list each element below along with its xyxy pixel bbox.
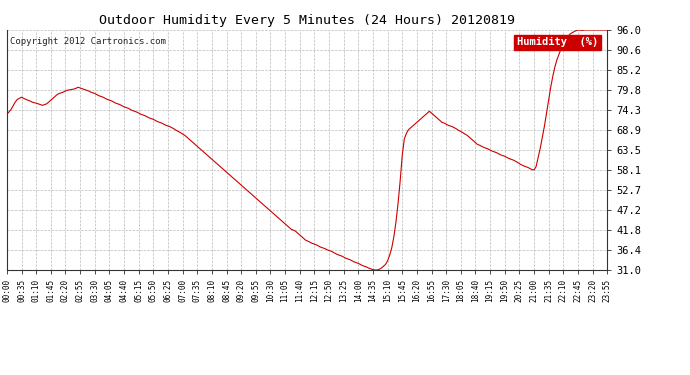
Text: Copyright 2012 Cartronics.com: Copyright 2012 Cartronics.com: [10, 37, 166, 46]
Title: Outdoor Humidity Every 5 Minutes (24 Hours) 20120819: Outdoor Humidity Every 5 Minutes (24 Hou…: [99, 15, 515, 27]
Text: Humidity  (%): Humidity (%): [517, 37, 598, 47]
